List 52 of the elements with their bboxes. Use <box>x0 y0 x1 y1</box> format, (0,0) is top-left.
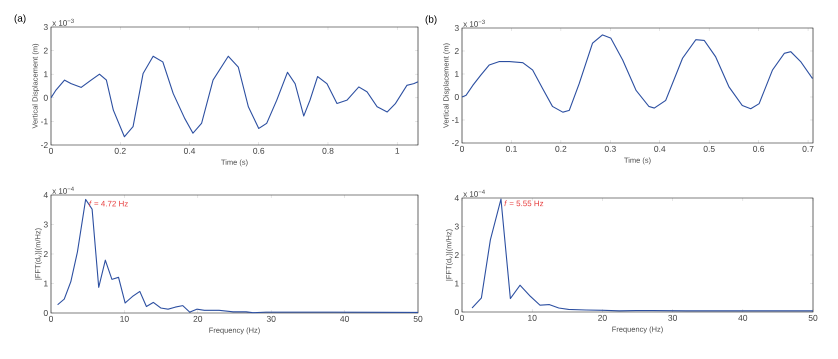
x-tick-label: 50 <box>808 314 818 321</box>
y-tick-label: 4 <box>454 195 459 201</box>
y-tick-label: 1 <box>455 71 459 77</box>
x-tick-label: 0 <box>460 314 464 321</box>
x-tick-label: 0 <box>460 146 464 152</box>
x-tick-label: 0.4 <box>184 148 196 154</box>
x-tick-label: 40 <box>340 316 349 322</box>
y-tick-label: 0 <box>44 310 48 316</box>
y-tick-label: 1 <box>455 280 459 286</box>
x-tick-label: 1 <box>396 148 400 154</box>
line-series <box>461 34 814 113</box>
chart-title: (b) <box>426 15 437 25</box>
x-tick-label: 0.7 <box>802 146 814 152</box>
y-tick-label: 0 <box>44 94 48 101</box>
y-tick-label: 3 <box>454 25 459 31</box>
x-tick-label: 30 <box>668 314 677 321</box>
x-tick-label: 10 <box>528 314 537 321</box>
line-series <box>50 56 419 138</box>
y-tick-label: 0 <box>454 309 459 315</box>
x-tick-label: 0.6 <box>753 146 764 152</box>
x-tick-label: 0.1 <box>506 146 517 152</box>
y-tick-label: 3 <box>454 224 459 230</box>
y-tick-label: 1 <box>44 280 48 286</box>
y-tick-label: -2 <box>40 142 48 148</box>
x-tick-label: 0 <box>48 316 54 322</box>
x-tick-label: 0.8 <box>322 148 334 154</box>
chart-title: (a) <box>14 14 26 24</box>
x-tick-label: 0 <box>48 148 54 154</box>
y-tick-label: 2 <box>454 48 459 54</box>
x-tick-label: 50 <box>414 316 422 322</box>
x-tick-label: 0.2 <box>555 146 566 152</box>
x-tick-label: 10 <box>120 316 129 322</box>
y-tick-label: 4 <box>44 192 48 198</box>
x-tick-label: 0.3 <box>604 146 616 152</box>
x-tick-label: 0.4 <box>654 146 666 152</box>
x-tick-label: 0.2 <box>114 148 126 154</box>
y-tick-label: -1 <box>452 117 459 123</box>
y-tick-label: 2 <box>44 251 48 257</box>
x-tick-label: 20 <box>194 316 202 322</box>
y-tick-label: 2 <box>44 48 48 54</box>
y-tick-label: 0 <box>454 94 459 100</box>
x-tick-label: 40 <box>738 314 748 321</box>
x-tick-label: 0.5 <box>704 146 715 152</box>
y-tick-label: 1 <box>44 71 48 78</box>
x-tick-label: 0.6 <box>253 148 264 154</box>
y-tick-label: -2 <box>452 140 459 146</box>
x-tick-label: 20 <box>598 314 607 321</box>
x-tick-label: 30 <box>266 316 276 322</box>
y-tick-label: 2 <box>454 252 459 258</box>
y-tick-label: 3 <box>44 24 48 30</box>
y-tick-label: 3 <box>44 222 48 228</box>
y-tick-label: -1 <box>40 118 48 124</box>
